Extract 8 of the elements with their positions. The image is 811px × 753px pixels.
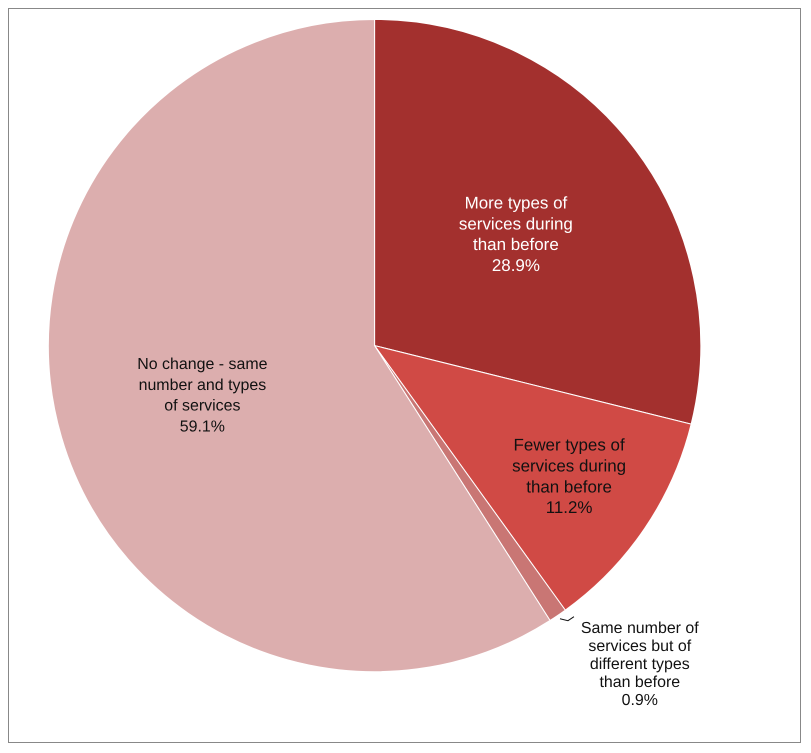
- data-label: 0.9%: [622, 692, 658, 709]
- slice-label: More types of services during than before: [458, 193, 573, 254]
- data-label: 11.2%: [546, 498, 592, 518]
- data-label: 59.1%: [180, 418, 225, 436]
- slice-label: No change - same number and types of services: [137, 356, 268, 415]
- slice-label: Same number of services but of different types than before: [580, 620, 700, 691]
- data-label: 28.9%: [492, 256, 540, 276]
- slice-label: Fewer types of services during than before: [512, 435, 626, 496]
